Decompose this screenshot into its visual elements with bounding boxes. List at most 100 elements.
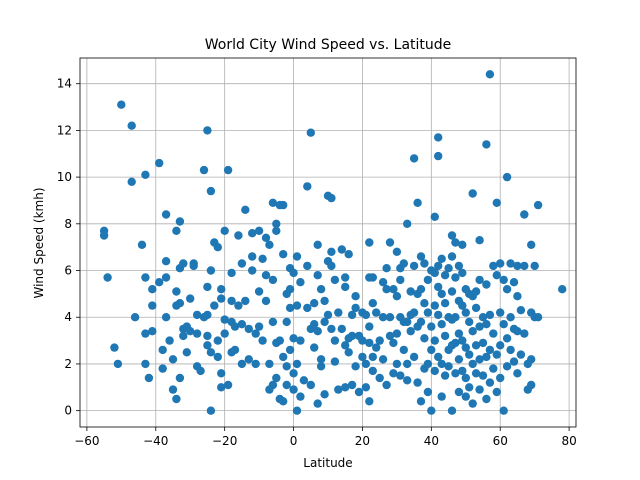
- scatter-point: [502, 172, 512, 182]
- scatter-point: [327, 324, 336, 334]
- scatter-point: [192, 310, 202, 320]
- scatter-point: [303, 303, 312, 313]
- scatter-point: [196, 366, 205, 376]
- scatter-point: [254, 226, 264, 235]
- scatter-point: [451, 273, 460, 282]
- scatter-point: [361, 310, 371, 320]
- scatter-point: [261, 296, 271, 306]
- scatter-point: [520, 261, 529, 271]
- scatter-point: [161, 273, 171, 282]
- scatter-point: [440, 299, 450, 308]
- scatter-point: [227, 296, 236, 306]
- scatter-point: [461, 392, 470, 401]
- scatter-point: [237, 259, 247, 268]
- scatter-point: [217, 294, 226, 303]
- scatter-point: [292, 359, 302, 369]
- scatter-point: [303, 261, 312, 271]
- scatter-point: [251, 329, 260, 338]
- scatter-point: [230, 322, 240, 331]
- scatter-point: [451, 313, 460, 322]
- scatter-point: [385, 331, 395, 341]
- scatter-point: [268, 275, 278, 285]
- scatter-point: [465, 383, 474, 392]
- scatter-point: [285, 303, 295, 313]
- scatter-point: [478, 313, 488, 322]
- scatter-point: [330, 336, 340, 345]
- scatter-point: [440, 371, 450, 380]
- scatter-point: [389, 338, 398, 348]
- scatter-point: [365, 238, 374, 247]
- scatter-point: [478, 338, 488, 348]
- scatter-point: [409, 352, 419, 362]
- scatter-point: [368, 299, 377, 308]
- y-tick-label: 10: [57, 170, 72, 184]
- scatter-point: [382, 264, 391, 273]
- scatter-point: [272, 226, 281, 235]
- scatter-point: [468, 327, 477, 336]
- scatter-point: [485, 378, 495, 387]
- scatter-point: [241, 205, 250, 214]
- scatter-point: [172, 394, 181, 404]
- scatter-point: [351, 303, 360, 313]
- scatter-point: [403, 219, 412, 228]
- scatter-point: [279, 397, 288, 406]
- scatter-point: [468, 399, 477, 408]
- scatter-point: [213, 243, 222, 252]
- scatter-point: [440, 331, 450, 341]
- scatter-point: [141, 170, 150, 179]
- scatter-point: [289, 385, 298, 394]
- scatter-point: [254, 322, 264, 331]
- scatter-point: [292, 252, 302, 261]
- scatter-point: [182, 348, 191, 357]
- scatter-point: [168, 385, 178, 394]
- scatter-point: [492, 350, 501, 359]
- scatter-point: [161, 313, 171, 322]
- scatter-point: [99, 231, 109, 240]
- scatter-point: [437, 359, 446, 369]
- scatter-point: [289, 334, 298, 343]
- scatter-point: [482, 140, 491, 149]
- scatter-point: [320, 317, 329, 327]
- scatter-point: [365, 338, 374, 348]
- scatter-point: [282, 362, 291, 371]
- scatter-point: [268, 317, 278, 327]
- scatter-point: [206, 406, 216, 415]
- scatter-point: [527, 380, 536, 390]
- scatter-point: [244, 355, 253, 364]
- scatter-point: [265, 240, 274, 249]
- scatter-point: [117, 100, 126, 109]
- scatter-point: [437, 320, 446, 329]
- scatter-point: [354, 387, 364, 397]
- scatter-point: [110, 343, 119, 352]
- scatter-point: [237, 359, 247, 369]
- scatter-point: [482, 352, 491, 362]
- scatter-point: [513, 292, 522, 301]
- scatter-point: [330, 357, 340, 366]
- scatter-point: [206, 186, 216, 196]
- scatter-point: [378, 313, 388, 322]
- scatter-point: [296, 392, 305, 401]
- scatter-point: [320, 390, 329, 399]
- scatter-point: [289, 369, 298, 378]
- axis-ticks: −60 −40 −20 0 20 40 60 80 0 2 4 6 8 10 12 14: [57, 77, 577, 448]
- scatter-point: [485, 310, 495, 320]
- scatter-point: [310, 343, 319, 352]
- scatter-point: [141, 273, 150, 282]
- scatter-point: [179, 259, 188, 268]
- scatter-point: [437, 392, 446, 401]
- scatter-point: [430, 268, 439, 278]
- scatter-point: [468, 359, 477, 369]
- scatter-point: [179, 331, 188, 341]
- scatter-point: [451, 238, 460, 247]
- scatter-point: [155, 278, 164, 287]
- scatter-point: [148, 301, 157, 310]
- scatter-point: [310, 299, 319, 308]
- scatter-point: [451, 369, 460, 378]
- scatter-point: [499, 275, 508, 285]
- scatter-point: [471, 303, 481, 313]
- scatter-point: [509, 357, 519, 366]
- scatter-point: [502, 334, 512, 343]
- scatter-point: [137, 240, 147, 249]
- scatter-point: [248, 252, 257, 261]
- scatter-point: [261, 233, 271, 242]
